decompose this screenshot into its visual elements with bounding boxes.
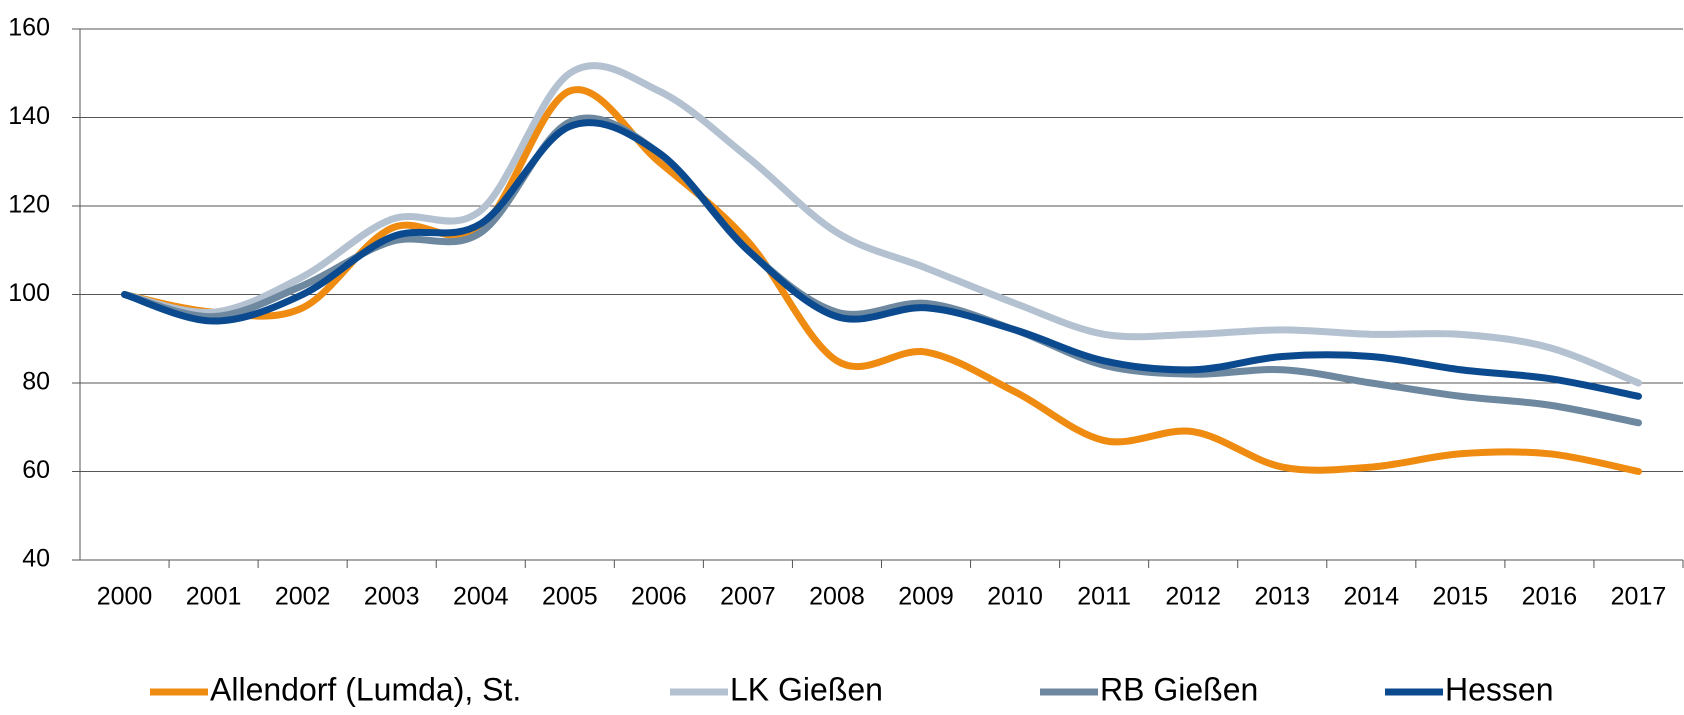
y-tick-label: 100 <box>8 279 50 307</box>
series-line <box>121 119 1642 400</box>
y-tick-label: 80 <box>22 368 50 396</box>
series-line <box>121 86 1642 475</box>
x-tick-label: 2013 <box>1254 583 1310 611</box>
y-tick-label: 60 <box>22 456 50 484</box>
x-tick-label: 2017 <box>1611 583 1667 611</box>
x-tick-label: 2011 <box>1077 583 1131 611</box>
x-tick-label: 2002 <box>275 583 331 611</box>
x-tick-label: 2015 <box>1433 583 1489 611</box>
x-tick-label: 2016 <box>1522 583 1578 611</box>
y-tick-label: 160 <box>8 14 50 42</box>
x-tick-label: 2009 <box>898 583 954 611</box>
series-line <box>121 114 1642 427</box>
legend-label: LK Gießen <box>730 671 883 707</box>
y-tick-label: 120 <box>8 191 50 219</box>
legend-label: Allendorf (Lumda), St. <box>210 671 521 707</box>
legend-label: Hessen <box>1445 671 1554 707</box>
legend-label: RB Gießen <box>1100 671 1258 707</box>
x-tick-label: 2012 <box>1165 583 1221 611</box>
x-tick-label: 2008 <box>809 583 865 611</box>
x-tick-label: 2006 <box>631 583 687 611</box>
y-tick-label: 40 <box>22 545 50 573</box>
x-tick-label: 2014 <box>1343 583 1399 611</box>
x-tick-label: 2007 <box>720 583 776 611</box>
series-line <box>121 62 1642 387</box>
x-tick-label: 2005 <box>542 583 598 611</box>
x-tick-label: 2003 <box>364 583 420 611</box>
x-tick-label: 2000 <box>97 583 153 611</box>
x-tick-label: 2001 <box>186 583 242 611</box>
x-tick-label: 2004 <box>453 583 509 611</box>
x-tick-label: 2010 <box>987 583 1043 611</box>
y-tick-label: 140 <box>8 102 50 130</box>
